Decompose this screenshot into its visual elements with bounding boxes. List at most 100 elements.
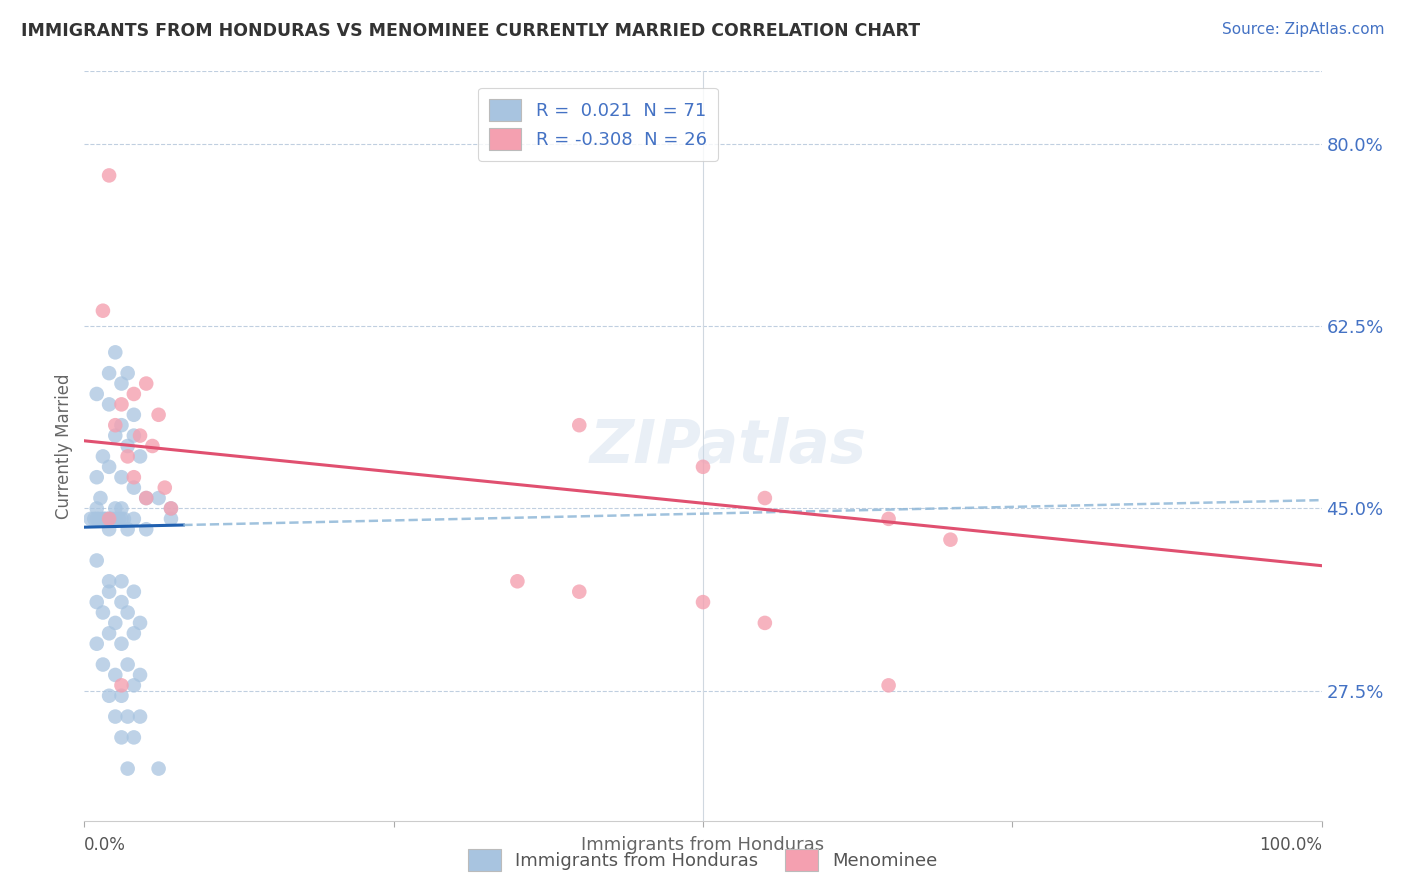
Point (89, 512, 111, 526)
Point (122, 731, 145, 745)
Legend: Immigrants from Honduras, Menominee: Immigrants from Honduras, Menominee (461, 842, 945, 879)
Point (110, 637, 132, 651)
Point (117, 709, 139, 723)
Point (568, 418, 591, 433)
Point (110, 418, 132, 433)
Point (148, 491, 170, 505)
Point (104, 709, 127, 723)
Point (104, 668, 127, 682)
Point (117, 439, 139, 453)
Point (89, 491, 111, 505)
Point (506, 574, 529, 589)
Point (100, 512, 122, 526)
Text: ZIPatlas: ZIPatlas (589, 417, 866, 475)
Point (117, 606, 139, 620)
Point (86, 387, 108, 401)
Point (122, 584, 145, 599)
Point (135, 491, 157, 505)
Point (117, 657, 139, 672)
Point (96, 512, 118, 526)
Point (692, 595, 714, 609)
Point (122, 481, 145, 495)
Point (122, 428, 145, 442)
Point (135, 376, 157, 391)
Point (148, 762, 170, 776)
Point (129, 709, 152, 723)
Point (86, 470, 108, 484)
Point (110, 470, 132, 484)
Point (110, 689, 132, 703)
Point (98, 512, 121, 526)
Text: 0.0%: 0.0% (84, 837, 127, 855)
Point (110, 397, 132, 411)
Point (104, 615, 127, 630)
Point (141, 439, 163, 453)
Point (98, 169, 121, 183)
Point (135, 491, 157, 505)
Point (754, 615, 776, 630)
Point (98, 459, 121, 474)
Point (129, 668, 152, 682)
Point (110, 731, 132, 745)
Point (91, 450, 114, 464)
Point (160, 501, 183, 516)
Point (98, 397, 121, 411)
Point (122, 626, 145, 640)
Point (153, 481, 176, 495)
Point (135, 522, 157, 536)
Point (110, 574, 132, 589)
Point (110, 678, 132, 692)
Point (568, 584, 591, 599)
Point (122, 678, 145, 692)
Point (110, 595, 132, 609)
Point (122, 512, 145, 526)
Point (117, 762, 139, 776)
Point (939, 533, 962, 547)
Point (117, 450, 139, 464)
Point (110, 376, 132, 391)
Point (104, 418, 127, 433)
Point (122, 470, 145, 484)
Point (877, 678, 900, 692)
Point (98, 522, 121, 536)
Point (112, 512, 135, 526)
Point (98, 689, 121, 703)
Point (104, 345, 127, 359)
Point (754, 491, 776, 505)
Text: IMMIGRANTS FROM HONDURAS VS MENOMINEE CURRENTLY MARRIED CORRELATION CHART: IMMIGRANTS FROM HONDURAS VS MENOMINEE CU… (21, 22, 920, 40)
Point (110, 501, 132, 516)
Point (692, 459, 714, 474)
Point (117, 366, 139, 380)
Point (148, 408, 170, 422)
Point (108, 512, 131, 526)
Point (98, 574, 121, 589)
Point (86, 595, 108, 609)
Point (877, 512, 900, 526)
Point (104, 512, 127, 526)
Point (104, 501, 127, 516)
Point (98, 584, 121, 599)
Point (86, 501, 108, 516)
Point (83, 512, 105, 526)
Point (79, 512, 101, 526)
Point (98, 366, 121, 380)
Point (86, 512, 108, 526)
Y-axis label: Currently Married: Currently Married (55, 373, 73, 519)
Point (91, 606, 114, 620)
Point (86, 553, 108, 567)
Point (129, 450, 152, 464)
Point (91, 657, 114, 672)
Legend: R =  0.021  N = 71, R = -0.308  N = 26: R = 0.021 N = 71, R = -0.308 N = 26 (478, 88, 717, 161)
Point (160, 501, 183, 516)
Point (129, 615, 152, 630)
Point (98, 512, 121, 526)
Point (86, 637, 108, 651)
Text: Immigrants from Honduras: Immigrants from Honduras (582, 837, 824, 855)
Point (122, 408, 145, 422)
Point (104, 428, 127, 442)
Point (122, 387, 145, 401)
Point (93, 512, 115, 526)
Point (160, 512, 183, 526)
Point (91, 512, 114, 526)
Point (129, 428, 152, 442)
